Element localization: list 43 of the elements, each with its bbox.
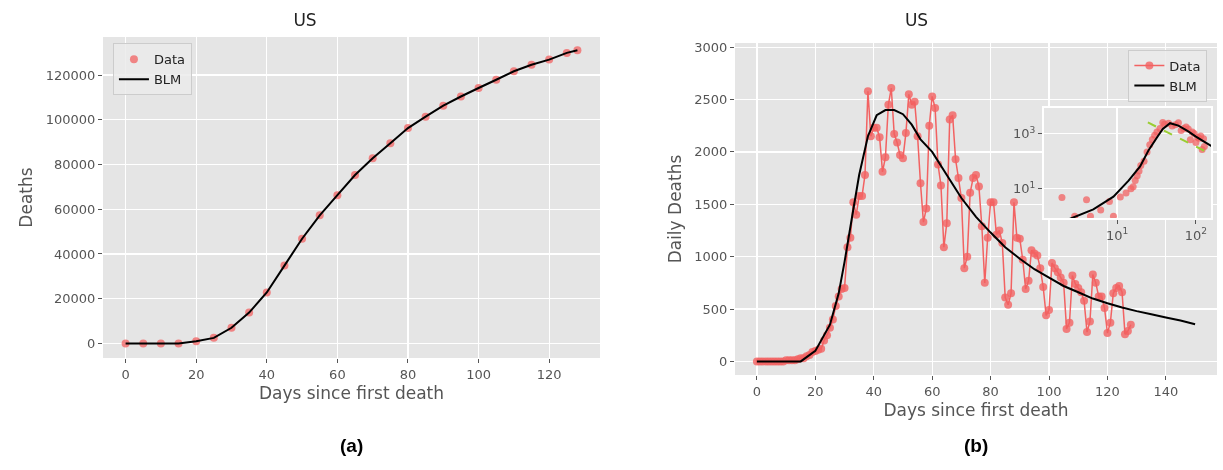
x-tick-label: 80 xyxy=(982,383,999,399)
chart-title: US xyxy=(293,9,317,30)
text: (a) xyxy=(340,435,364,456)
y-tick-label: 10$^{3}$ xyxy=(1013,124,1036,142)
y-tick-label: 40000 xyxy=(54,246,96,262)
x-tick-label: 40 xyxy=(258,366,276,382)
y-tick-label: 20000 xyxy=(54,291,96,307)
x-tick-label: 0 xyxy=(752,383,762,399)
y-tick-label: 2500 xyxy=(694,92,728,108)
x-tick-label: 100 xyxy=(466,366,491,382)
x-axis-title: Days since first death xyxy=(258,383,445,403)
y-tick-label: 60000 xyxy=(54,201,96,217)
y-tick-label: 1000 xyxy=(694,249,728,265)
x-axis-title: Days since first death xyxy=(883,400,1069,420)
x-tick-label: 20 xyxy=(187,366,205,382)
x-tick-label: 60 xyxy=(923,383,941,399)
chart-title: US xyxy=(904,9,929,30)
legend-label: BLM xyxy=(1169,78,1197,94)
x-tick-label: 20 xyxy=(807,383,824,399)
y-tick-label: 2000 xyxy=(694,144,728,160)
text: (b) xyxy=(964,435,989,456)
y-tick-label: 0 xyxy=(87,336,96,352)
x-tick-label: 80 xyxy=(399,366,417,382)
y-tick-label: 500 xyxy=(702,301,728,317)
x-tick-label: 100 xyxy=(1036,383,1062,399)
y-axis-title: Deaths xyxy=(16,167,37,228)
x-tick-label: 60 xyxy=(329,366,346,382)
legend-label: Data xyxy=(1169,58,1201,74)
y-tick-label: 1500 xyxy=(694,196,728,212)
x-tick-label: 0 xyxy=(121,366,130,382)
y-tick-label: 80000 xyxy=(54,157,96,173)
x-tick-label: 40 xyxy=(865,383,883,399)
y-tick-label: 120000 xyxy=(45,67,96,83)
legend-label: BLM xyxy=(153,72,182,88)
x-tick-label: 140 xyxy=(1153,383,1179,399)
y-tick-label: 0 xyxy=(719,353,728,369)
y-axis-title: Daily Deaths xyxy=(664,154,685,264)
x-tick-label: 120 xyxy=(536,366,562,382)
y-tick-label: 3000 xyxy=(694,39,728,55)
y-tick-label: 100000 xyxy=(45,112,96,128)
x-tick-label: 120 xyxy=(1095,383,1120,399)
x-tick-label: 10$^{2}$ xyxy=(1184,226,1208,243)
legend-label: Data xyxy=(153,52,185,68)
